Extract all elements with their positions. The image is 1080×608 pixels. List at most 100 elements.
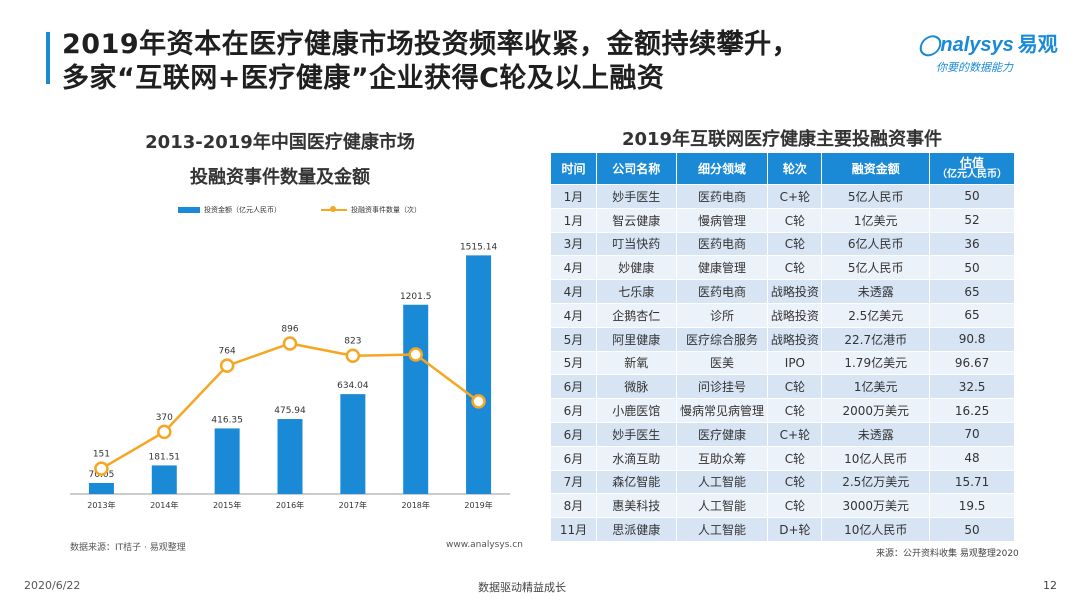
- table-cell: 问诊挂号: [675, 374, 769, 400]
- table-cell: 5月: [550, 327, 597, 352]
- table-cell: IPO: [767, 351, 823, 376]
- footer-slogan: 数据驱动精益成长: [478, 581, 566, 594]
- table-cell: 思派健康: [595, 517, 677, 542]
- table-cell: 70: [929, 422, 1015, 447]
- table-cell: 叮当快药: [595, 232, 677, 257]
- line-data-label: 764: [219, 347, 236, 357]
- logo-brand-text: nalysys: [940, 34, 1014, 56]
- table-cell: 50: [929, 184, 1015, 209]
- table-cell: C轮: [767, 255, 823, 281]
- x-tick-label: 2013年: [87, 500, 115, 510]
- table-cell: 65: [929, 279, 1015, 304]
- chart-source: 数据来源：IT桔子 · 易观整理: [70, 543, 186, 553]
- bar-data-label: 1515.14: [460, 242, 497, 252]
- page-title: 2019年资本在医疗健康市场投资频率收紧，金额持续攀升， 多家“互联网+医疗健康…: [62, 28, 902, 96]
- table-row: 4月 七乐康 医药电商 战略投资 未透露 65: [550, 279, 1015, 304]
- table-cell: C轮: [767, 232, 823, 257]
- table-row: 6月 水滴互助 互助众筹 C轮 10亿人民币 48: [550, 446, 1015, 471]
- table-row: 6月 微脉 问诊挂号 C轮 1亿美元 32.5: [550, 374, 1015, 400]
- table-cell: 水滴互助: [595, 446, 677, 471]
- legend-line-label: 投融资事件数量（次）: [351, 206, 421, 214]
- legend-bar-label: 投资金额（亿元人民币）: [204, 206, 281, 214]
- table-cell: 1月: [550, 184, 597, 209]
- chart-source-url: www.analysys.cn: [446, 540, 523, 550]
- table-cell: 2.5亿美元: [821, 303, 931, 328]
- x-tick-label: 2018年: [402, 500, 430, 510]
- x-tick-label: 2016年: [276, 500, 304, 510]
- table-row: 5月 阿里健康 医疗综合服务 战略投资 22.7亿港币 90.8: [550, 327, 1015, 352]
- logo-brand: ◯nalysys 易观: [918, 28, 1058, 57]
- table-cell: 3000万美元: [821, 493, 931, 519]
- table-cell: 48: [929, 446, 1015, 471]
- line-point: [471, 394, 486, 409]
- page-number: 12: [1043, 579, 1057, 592]
- line-point: [408, 347, 423, 362]
- table-cell: 96.67: [929, 351, 1015, 376]
- line-point: [157, 424, 172, 440]
- line-data-label: 896: [281, 324, 298, 334]
- table-cell: 90.8: [929, 327, 1015, 352]
- table-cell: 人工智能: [675, 493, 769, 519]
- table-cell: 16.25: [929, 398, 1015, 423]
- table-cell: 新氧: [595, 351, 677, 376]
- table-cell: 企鹅杏仁: [595, 303, 677, 328]
- table-cell: C轮: [767, 446, 823, 471]
- table-row: 1月 智云健康 慢病管理 C轮 1亿美元 52: [550, 208, 1015, 233]
- investment-chart: 70.052013年181.512014年416.352015年475.9420…: [70, 242, 510, 510]
- footer-date: 2020/6/22: [24, 579, 81, 592]
- bar-data-label: 475.94: [274, 406, 306, 416]
- table-cell: C+轮: [767, 422, 823, 447]
- header-cell: 估值 （亿元人民币）: [929, 152, 1015, 185]
- table-cell: 小鹿医馆: [595, 398, 677, 423]
- table-cell: 战略投资: [767, 327, 823, 352]
- table-row: 8月 惠美科技 人工智能 C轮 3000万美元 19.5: [550, 493, 1015, 519]
- table-cell: 10亿人民币: [821, 446, 931, 471]
- table-cell: 5亿人民币: [821, 255, 931, 281]
- logo-slogan: 你要的数据能力: [936, 61, 1013, 74]
- table-cell: 5亿人民币: [821, 184, 931, 209]
- line-point: [345, 348, 361, 363]
- bar: [277, 419, 303, 494]
- table-row: 4月 妙健康 健康管理 C轮 5亿人民币 50: [550, 255, 1015, 281]
- table-cell: 3月: [550, 232, 597, 257]
- table-cell: 2000万美元: [821, 398, 931, 423]
- x-tick-label: 2014年: [150, 500, 178, 510]
- bar: [340, 394, 366, 494]
- table-cell: 32.5: [929, 374, 1015, 400]
- table-cell: 36: [929, 232, 1015, 257]
- legend-line-swatch: [321, 206, 347, 212]
- analysys-logo: ◯nalysys 易观 你要的数据能力: [918, 28, 1058, 74]
- table-cell: 妙手医生: [595, 422, 677, 447]
- table-cell: 未透露: [821, 279, 931, 304]
- line-point: [219, 358, 235, 373]
- table-cell: C轮: [767, 398, 823, 423]
- table-cell: 1.79亿美元: [821, 351, 931, 376]
- table-cell: 森亿智能: [595, 470, 677, 495]
- header-cell: 时间: [550, 152, 597, 185]
- table-cell: 医疗健康: [675, 422, 769, 447]
- table-cell: 1月: [550, 208, 597, 233]
- page-title-line1: 2019年资本在医疗健康市场投资频率收紧，金额持续攀升，: [62, 29, 800, 60]
- header-valuation-unit: （亿元人民币）: [937, 168, 1008, 180]
- table-cell: 52: [929, 208, 1015, 233]
- table-cell: 慢病管理: [675, 208, 769, 233]
- table-cell: 6月: [550, 398, 597, 423]
- table-cell: D+轮: [767, 517, 823, 542]
- table-cell: 人工智能: [675, 517, 769, 542]
- table-cell: 慢病常见病管理: [675, 398, 769, 423]
- chart-legend: 投资金额（亿元人民币） 投融资事件数量（次）: [178, 202, 421, 218]
- table-cell: 战略投资: [767, 303, 823, 328]
- table-cell: 22.7亿港币: [821, 327, 931, 352]
- table-body: 1月 妙手医生 医药电商 C+轮 5亿人民币 50 1月 智云健康 慢病管理 C轮 1亿美元 52 3月…: [550, 184, 1015, 542]
- table-cell: 医美: [675, 351, 769, 376]
- table-cell: 1亿美元: [821, 374, 931, 400]
- table-row: 11月 思派健康 人工智能 D+轮 10亿人民币 50: [550, 517, 1015, 542]
- header-valuation: 估值: [960, 155, 985, 170]
- table-cell: 10亿人民币: [821, 517, 931, 542]
- x-tick-label: 2015年: [213, 500, 241, 510]
- table-cell: 6月: [550, 446, 597, 471]
- table-cell: 6亿人民币: [821, 232, 931, 257]
- table-cell: 19.5: [929, 493, 1015, 519]
- table-cell: 七乐康: [595, 279, 677, 304]
- table-cell: 人工智能: [675, 470, 769, 495]
